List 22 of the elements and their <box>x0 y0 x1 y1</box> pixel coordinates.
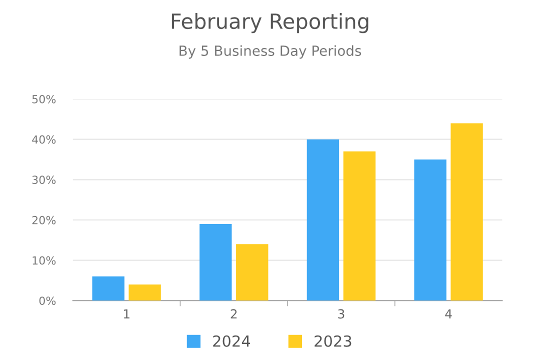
bar <box>306 139 340 301</box>
bar <box>343 151 376 301</box>
y-tick-label: 20% <box>32 216 56 224</box>
bar <box>450 123 483 301</box>
chart-subtitle: By 5 Business Day Periods <box>180 45 362 59</box>
legend-label: 2024 <box>213 335 250 347</box>
x-tick-label: 1 <box>124 309 130 318</box>
bar <box>236 244 268 301</box>
x-tick-label: 2 <box>230 309 237 318</box>
y-tick-label: 30% <box>32 176 56 184</box>
chart-title: February Reporting <box>172 12 368 34</box>
y-tick-label: 0% <box>39 296 56 305</box>
bar <box>414 159 446 301</box>
y-tick-label: 40% <box>32 135 56 144</box>
legend-label: 2023 <box>314 335 352 347</box>
x-tick-label: 3 <box>338 309 344 319</box>
y-tick-label: 50% <box>32 94 56 104</box>
bar <box>128 284 161 301</box>
bar <box>92 276 124 301</box>
bar <box>200 224 232 301</box>
x-tick-label: 4 <box>445 309 452 318</box>
y-tick-label: 10% <box>32 256 56 265</box>
